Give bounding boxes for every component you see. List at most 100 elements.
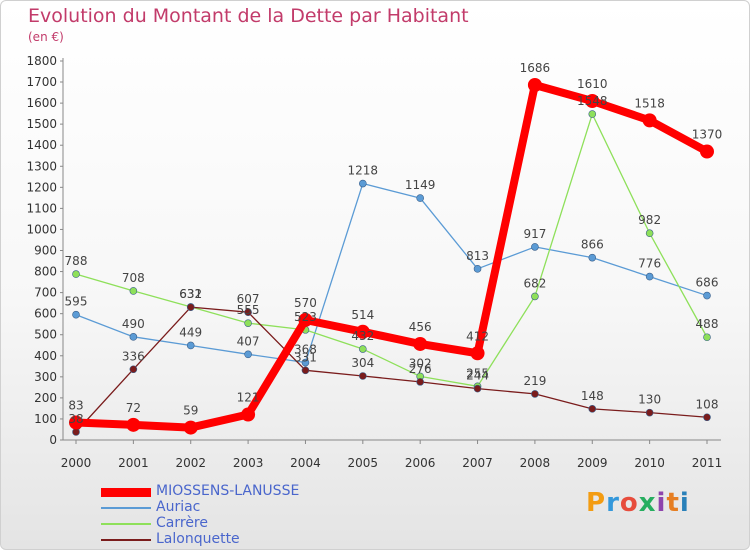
- proxiti-logo: Proxiti: [586, 488, 690, 518]
- data-point: [585, 94, 600, 109]
- data-label: 432: [351, 329, 374, 343]
- data-label: 302: [409, 356, 432, 370]
- data-label: 682: [523, 276, 546, 290]
- data-label: 412: [466, 329, 489, 343]
- data-point: [241, 407, 256, 422]
- y-tick-label: 1200: [26, 180, 57, 194]
- x-tick-label: 2003: [233, 456, 264, 470]
- data-label: 148: [581, 389, 604, 403]
- series-line-2: [75, 113, 708, 387]
- data-point: [413, 336, 428, 351]
- data-point: [129, 287, 138, 295]
- x-tick-label: 2004: [290, 456, 321, 470]
- data-label: 866: [581, 238, 604, 252]
- data-point: [129, 365, 138, 374]
- data-point: [186, 303, 195, 311]
- data-label: 1218: [348, 164, 379, 178]
- data-label: 83: [68, 399, 83, 413]
- data-point: [72, 428, 80, 436]
- data-labels: 595 490 449 407 368 1218 1149 813 917 866 776 686 78…: [65, 61, 723, 426]
- legend-swatch: [101, 523, 151, 525]
- data-point: [473, 384, 482, 393]
- data-point: [355, 324, 370, 339]
- data-label: 130: [638, 393, 661, 407]
- legend-swatch: [101, 488, 151, 497]
- data-point: [69, 415, 83, 430]
- data-point: [359, 345, 367, 353]
- data-label: 788: [65, 254, 88, 268]
- data-point: [473, 265, 482, 273]
- data-point: [72, 270, 80, 278]
- chart-unit: (en €): [28, 30, 64, 44]
- y-tick-label: 900: [34, 244, 57, 258]
- data-label: 982: [638, 213, 661, 227]
- y-tick-label: 700: [34, 286, 57, 300]
- data-label: 595: [65, 295, 88, 309]
- y-tick-label: 1700: [26, 75, 57, 89]
- x-tick-label: 2002: [175, 456, 206, 470]
- data-point: [359, 372, 367, 380]
- series-group: [69, 78, 714, 436]
- x-tick-label: 2005: [348, 456, 379, 470]
- legend-label: Auriac: [156, 499, 201, 515]
- y-tick-label: 200: [34, 391, 57, 405]
- data-label: 514: [351, 308, 374, 322]
- data-label: 59: [183, 404, 198, 418]
- axes: 0 100 200 300 400 500 600 700 800 900 1000 1100 1200…: [26, 54, 722, 470]
- data-label: 244: [466, 369, 489, 383]
- y-tick-label: 1800: [26, 54, 57, 68]
- data-point: [531, 243, 539, 251]
- logo-letter: P: [586, 488, 607, 518]
- data-point: [588, 405, 597, 413]
- data-label: 1370: [692, 128, 723, 142]
- data-label: 449: [179, 325, 202, 339]
- data-point: [642, 113, 657, 128]
- data-point: [244, 350, 252, 359]
- data-point: [588, 110, 597, 118]
- series-line-0: [75, 81, 709, 432]
- data-point: [129, 333, 138, 341]
- logo-letter: o: [619, 488, 639, 518]
- data-point: [183, 420, 198, 435]
- data-label: 488: [696, 317, 719, 331]
- data-label: 813: [466, 249, 489, 263]
- y-tick-label: 800: [34, 265, 57, 279]
- x-tick-label: 2008: [520, 456, 551, 470]
- x-tick-label: 2001: [118, 456, 149, 470]
- data-label: 304: [351, 356, 374, 370]
- data-label: 632: [179, 287, 202, 301]
- logo-letter: i: [679, 488, 690, 518]
- y-tick-label: 1000: [26, 222, 57, 236]
- data-point: [645, 408, 654, 417]
- logo-letter: r: [606, 488, 620, 518]
- series-line-1: [75, 182, 708, 364]
- data-label: 708: [122, 271, 145, 285]
- data-point: [301, 358, 310, 367]
- y-tick-label: 600: [34, 307, 57, 321]
- y-tick-label: 0: [49, 433, 57, 447]
- chart-title: Evolution du Montant de la Dette par Hab…: [28, 5, 469, 27]
- data-point: [244, 308, 252, 316]
- data-label: 570: [294, 296, 317, 310]
- data-point: [470, 346, 485, 361]
- y-tick-label: 1600: [26, 96, 57, 110]
- legend-swatch: [101, 507, 151, 509]
- y-tick-label: 300: [34, 370, 57, 384]
- y-tick-label: 1100: [26, 201, 57, 215]
- data-point: [700, 144, 714, 159]
- data-label: 331: [294, 350, 317, 364]
- data-label: 686: [696, 276, 719, 290]
- data-label: 1518: [634, 96, 665, 110]
- data-label: 555: [237, 303, 260, 317]
- x-tick-label: 2010: [634, 456, 665, 470]
- data-point: [416, 194, 424, 202]
- x-tick-label: 2000: [61, 456, 92, 470]
- data-point: [298, 312, 313, 327]
- x-tick-label: 2009: [577, 456, 608, 470]
- data-label: 219: [523, 374, 546, 388]
- data-point: [416, 378, 424, 386]
- data-label: 368: [294, 343, 317, 357]
- y-tick-label: 400: [34, 349, 57, 363]
